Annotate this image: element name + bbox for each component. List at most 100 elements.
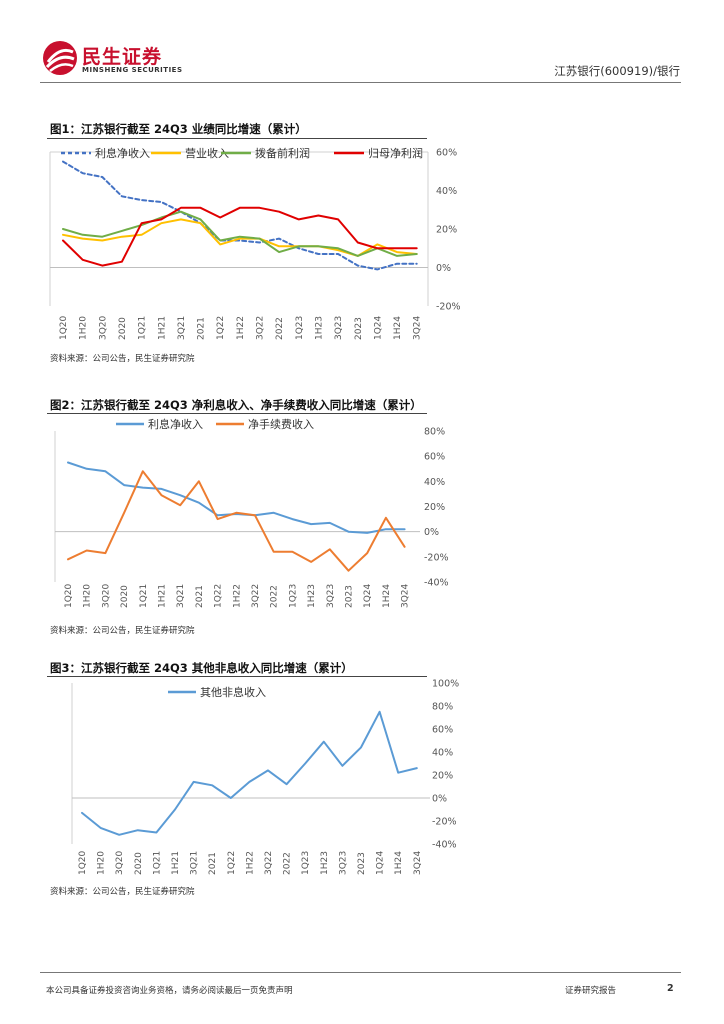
- y-tick-label: -20%: [432, 817, 457, 828]
- page-header: 民生证券 MINSHENG SECURITIES 江苏银行(600919)/银行: [0, 0, 724, 84]
- x-tick-label: 3Q24: [401, 583, 411, 608]
- x-tick-label: 3Q21: [177, 316, 187, 340]
- x-tick-label: 1H24: [382, 584, 392, 608]
- x-tick-label: 1Q21: [139, 584, 149, 608]
- page-number: 2: [667, 983, 674, 994]
- x-tick-label: 3Q23: [326, 584, 336, 608]
- x-tick-label: 1Q22: [214, 584, 224, 608]
- x-tick-label: 1Q23: [288, 584, 298, 608]
- x-tick-label: 1Q24: [373, 315, 383, 340]
- y-tick-label: 60%: [432, 725, 453, 736]
- x-tick-label: 3Q20: [98, 315, 108, 340]
- x-tick-label: 1Q20: [64, 583, 74, 608]
- footer-disclaimer: 本公司具备证券投资咨询业务资格，请务必阅读最后一页免责声明: [46, 986, 293, 996]
- figure2-title-rule: [47, 413, 427, 414]
- x-tick-label: 1Q21: [152, 851, 162, 875]
- x-tick-label: 1H22: [236, 316, 246, 340]
- y-tick-label: 40%: [436, 186, 457, 197]
- x-tick-label: 3Q23: [338, 851, 348, 875]
- y-tick-label: 20%: [432, 771, 453, 782]
- y-tick-label: 60%: [424, 452, 445, 463]
- x-tick-label: 3Q21: [176, 584, 186, 608]
- x-tick-label: 2020: [120, 585, 130, 608]
- x-tick-label: 2020: [134, 852, 144, 875]
- y-tick-label: 40%: [432, 748, 453, 759]
- footer-divider: [40, 972, 681, 973]
- x-tick-label: 1H22: [245, 851, 255, 875]
- y-tick-label: -40%: [424, 578, 449, 589]
- y-tick-label: -40%: [432, 840, 457, 851]
- brand-name: 民生证券: [82, 46, 163, 68]
- figure1-source: 资料来源：公司公告，民生证券研究院: [50, 354, 195, 364]
- x-tick-label: 1H22: [232, 584, 242, 608]
- x-tick-label: 3Q20: [115, 850, 125, 875]
- legend-label: 归母净利润: [368, 146, 423, 160]
- series-line: [67, 470, 406, 572]
- x-tick-label: 2021: [208, 852, 218, 875]
- x-tick-label: 1Q24: [376, 850, 386, 875]
- x-tick-label: 3Q22: [264, 851, 274, 875]
- x-tick-label: 1Q24: [363, 583, 373, 608]
- doc-reference: 江苏银行(600919)/银行: [554, 64, 680, 78]
- y-tick-label: -20%: [436, 302, 461, 313]
- y-tick-label: 60%: [436, 148, 457, 159]
- x-tick-label: 3Q23: [334, 316, 344, 340]
- figure3-title: 图3：江苏银行截至 24Q3 其他非息收入同比增速（累计）: [50, 661, 353, 675]
- x-tick-label: 2023: [357, 852, 367, 875]
- legend-label: 营业收入: [185, 146, 229, 160]
- x-tick-label: 2021: [195, 585, 205, 608]
- x-tick-label: 1H20: [79, 316, 89, 340]
- figure2-chart: -40% -20% 0% 20% 40% 60% 80% 1Q20 1H20 3Q20 2020 1Q…: [54, 417, 449, 608]
- x-tick-label: 3Q21: [190, 851, 200, 875]
- legend-label: 利息净收入: [95, 146, 150, 160]
- series-line: [81, 710, 418, 836]
- y-tick-label: -20%: [424, 552, 449, 563]
- x-tick-label: 1Q23: [301, 851, 311, 875]
- x-tick-label: 1H21: [171, 851, 181, 875]
- y-tick-label: 40%: [424, 477, 445, 488]
- x-tick-label: 1H24: [394, 851, 404, 875]
- brand-name-en: MINSHENG SECURITIES: [82, 66, 183, 74]
- x-tick-label: 3Q22: [251, 584, 261, 608]
- x-tick-label: 1Q20: [78, 850, 88, 875]
- x-tick-label: 2023: [354, 317, 364, 340]
- series-line: [62, 160, 418, 271]
- x-tick-label: 1H23: [314, 316, 324, 340]
- x-tick-label: 1Q20: [59, 315, 69, 340]
- y-tick-label: 0%: [436, 263, 451, 274]
- y-tick-label: 80%: [432, 702, 453, 713]
- minsheng-logo: [43, 41, 77, 75]
- x-tick-label: 3Q20: [101, 583, 111, 608]
- figure3-title-rule: [47, 676, 427, 677]
- legend-label: 利息净收入: [148, 417, 203, 431]
- series-line: [67, 461, 406, 534]
- x-tick-label: 1H21: [157, 316, 167, 340]
- x-tick-label: 1Q22: [227, 851, 237, 875]
- y-tick-label: 20%: [436, 225, 457, 236]
- x-tick-label: 1Q23: [295, 316, 305, 340]
- y-tick-label: 80%: [424, 427, 445, 438]
- legend-label: 拨备前利润: [255, 146, 310, 160]
- x-tick-label: 3Q22: [256, 316, 266, 340]
- figure1-title-rule: [47, 138, 427, 139]
- series-line: [62, 206, 418, 267]
- figure3-source: 资料来源：公司公告，民生证券研究院: [50, 887, 195, 897]
- x-tick-label: 2022: [283, 852, 293, 875]
- header-divider: [40, 82, 681, 83]
- y-tick-label: 0%: [432, 794, 447, 805]
- x-tick-label: 1H24: [393, 316, 403, 340]
- figure2-source: 资料来源：公司公告，民生证券研究院: [50, 626, 195, 636]
- x-tick-label: 2022: [275, 317, 285, 340]
- legend-label: 净手续费收入: [248, 417, 314, 431]
- x-tick-label: 2023: [345, 585, 355, 608]
- x-tick-label: 3Q24: [413, 850, 423, 875]
- x-tick-label: 1H20: [97, 851, 107, 875]
- figure2-title: 图2：江苏银行截至 24Q3 净利息收入、净手续费收入同比增速（累计）: [50, 398, 422, 412]
- y-tick-label: 100%: [432, 679, 459, 690]
- legend-label: 其他非息收入: [200, 685, 266, 699]
- footer-report-type: 证券研究报告: [565, 986, 617, 996]
- y-tick-label: 0%: [424, 527, 439, 538]
- x-tick-label: 1H23: [307, 584, 317, 608]
- x-tick-label: 2020: [118, 317, 128, 340]
- x-tick-label: 1Q22: [216, 316, 226, 340]
